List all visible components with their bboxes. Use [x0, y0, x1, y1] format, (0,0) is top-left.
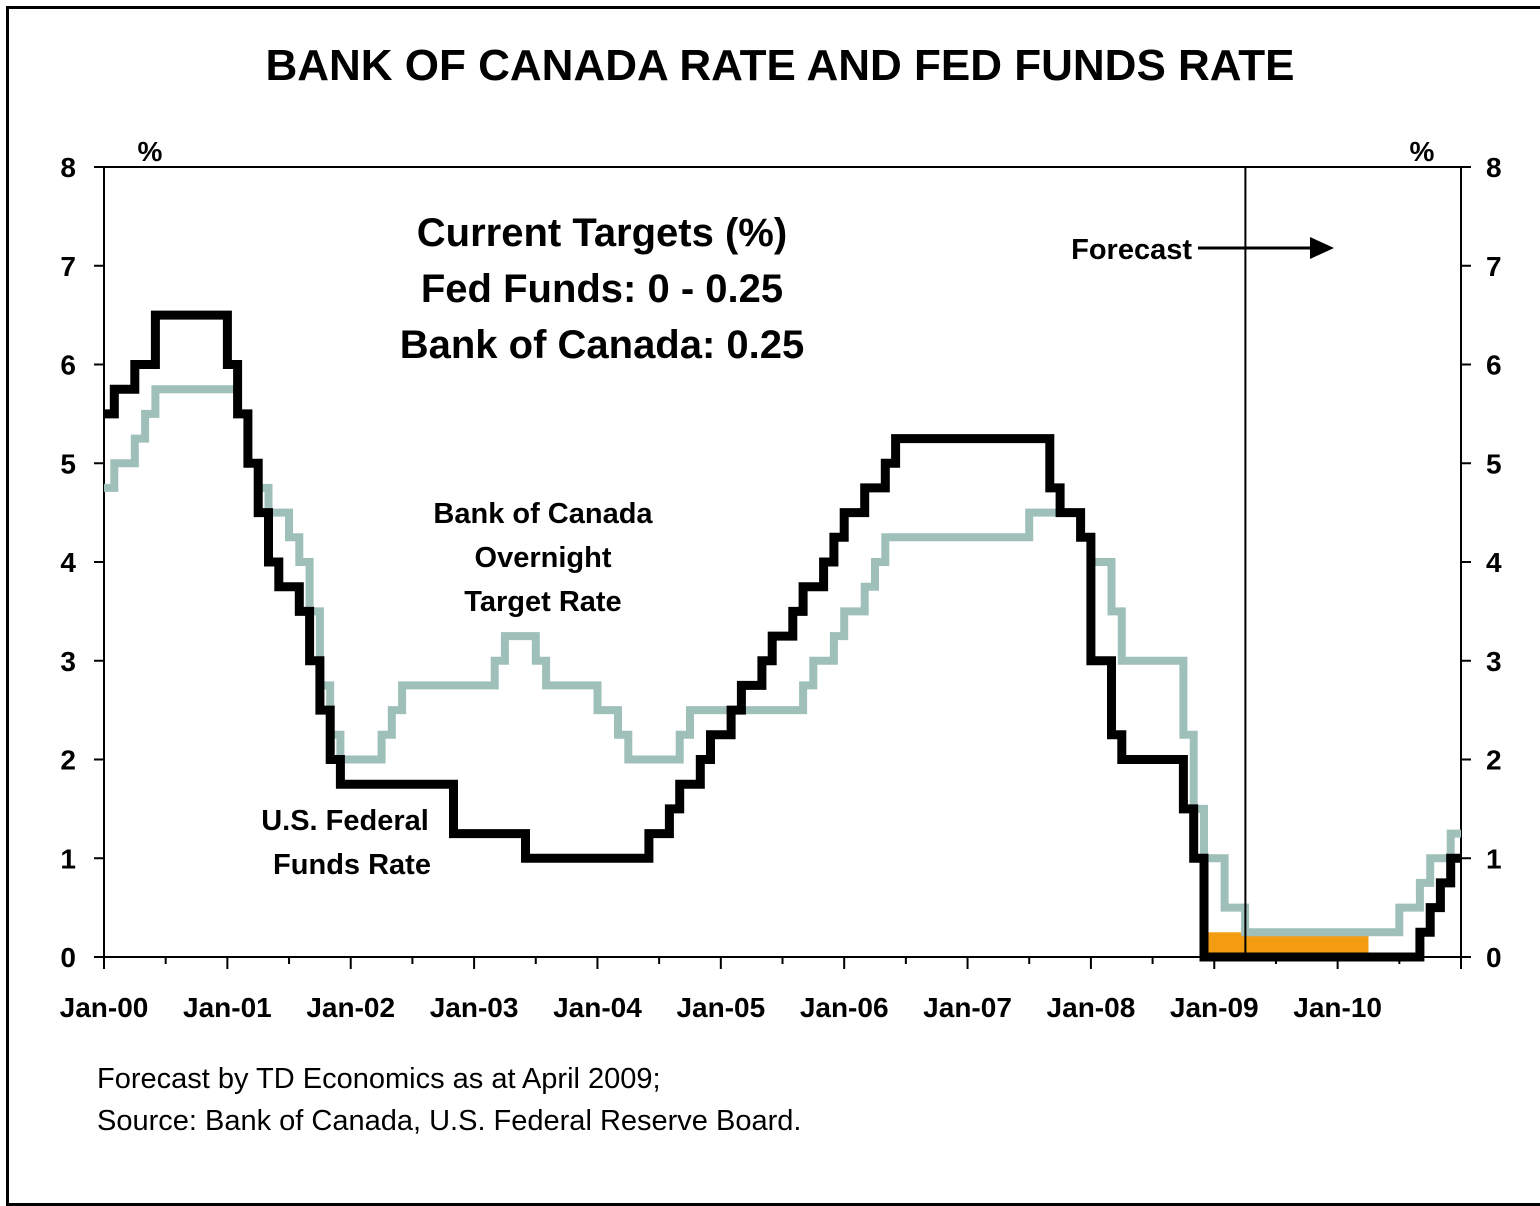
x-tick-label: Jan-07: [923, 992, 1012, 1023]
left-y-tick-label: 5: [60, 448, 76, 479]
x-tick-label: Jan-01: [183, 992, 272, 1023]
chart-title: BANK OF CANADA RATE AND FED FUNDS RATE: [265, 41, 1294, 90]
x-tick-label: Jan-00: [60, 992, 149, 1023]
forecast-arrow-icon: [1310, 237, 1334, 259]
left-y-tick-label: 7: [60, 251, 76, 282]
chart-svg: BANK OF CANADA RATE AND FED FUNDS RATE 0…: [60, 41, 1502, 1137]
left-y-unit: %: [138, 136, 163, 167]
fed-funds-rate-line: [104, 310, 1461, 962]
left-y-tick-label: 6: [60, 350, 76, 381]
left-y-tick-label: 1: [60, 843, 76, 874]
x-tick-label: Jan-02: [306, 992, 395, 1023]
x-ticks: Jan-00 Jan-01 Jan-02 Jan-03 Jan-04 Jan-05 Jan-…: [60, 957, 1462, 1023]
x-tick-label: Jan-09: [1170, 992, 1259, 1023]
right-y-tick-label: 3: [1486, 646, 1502, 677]
current-targets-heading: Current Targets (%): [417, 211, 787, 255]
x-tick-label: Jan-03: [430, 992, 519, 1023]
right-y-tick-label: 5: [1486, 448, 1502, 479]
current-targets-fed: Fed Funds: 0 - 0.25: [421, 267, 783, 311]
forecast-label: Forecast: [1071, 234, 1192, 266]
right-y-tick-label: 4: [1486, 547, 1502, 578]
left-y-ticks: 0 1 2 3 4 5 6 7 8: [60, 152, 104, 973]
x-tick-label: Jan-10: [1293, 992, 1382, 1023]
fed-series-label-line2: Funds Rate: [273, 849, 431, 881]
right-y-tick-label: 1: [1486, 843, 1502, 874]
left-y-tick-label: 4: [60, 547, 76, 578]
right-y-unit: %: [1410, 136, 1435, 167]
current-targets-boc: Bank of Canada: 0.25: [400, 323, 805, 367]
boc-series-label-line3: Target Rate: [464, 586, 621, 618]
right-y-tick-label: 0: [1486, 942, 1502, 973]
footnote-forecast: Forecast by TD Economics as at April 200…: [97, 1063, 661, 1095]
right-y-tick-label: 7: [1486, 251, 1502, 282]
fed-series-label-line1: U.S. Federal: [261, 805, 429, 837]
x-tick-label: Jan-06: [800, 992, 889, 1023]
left-y-tick-label: 8: [60, 152, 76, 183]
right-y-tick-label: 6: [1486, 350, 1502, 381]
right-y-tick-label: 8: [1486, 152, 1502, 183]
x-tick-label: Jan-08: [1047, 992, 1136, 1023]
x-tick-label: Jan-05: [676, 992, 765, 1023]
left-y-tick-label: 3: [60, 646, 76, 677]
footnote-source: Source: Bank of Canada, U.S. Federal Res…: [97, 1105, 801, 1137]
boc-series-label-line2: Overnight: [475, 542, 612, 574]
left-y-tick-label: 2: [60, 745, 76, 776]
boc-series-label-line1: Bank of Canada: [433, 498, 653, 530]
right-y-ticks: 0 1 2 3 4 5 6 7 8: [1461, 152, 1502, 973]
right-y-tick-label: 2: [1486, 745, 1502, 776]
left-y-tick-label: 0: [60, 942, 76, 973]
x-tick-label: Jan-04: [553, 992, 642, 1023]
series-layer: [104, 310, 1461, 962]
